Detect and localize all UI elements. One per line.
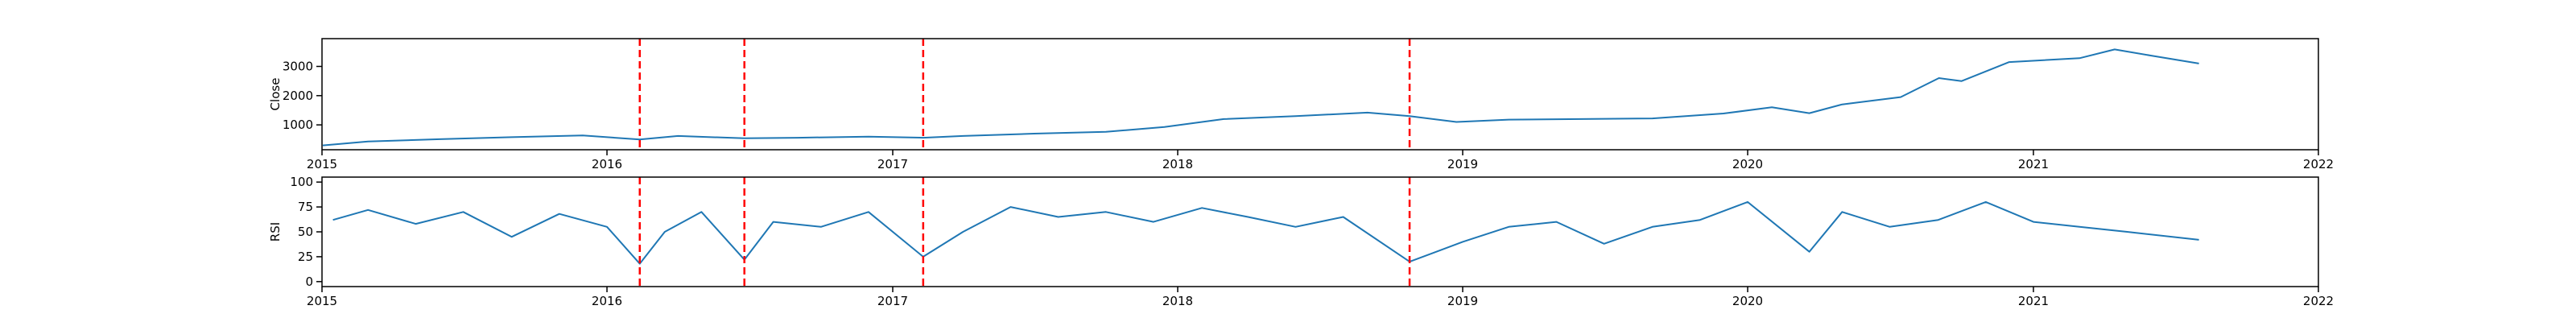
panel-1-xtick-label-2: 2016 xyxy=(592,157,622,171)
panel-2-ytick-label-4: 75 xyxy=(298,200,313,214)
panel-1-xtick-label-3: 2017 xyxy=(877,157,908,171)
panel-1-series-line-1 xyxy=(322,48,2199,147)
panel-1-ylabel: Close xyxy=(268,78,283,111)
panel-2-xtick-label-6: 2020 xyxy=(1732,294,1763,308)
panel-1-axes-frame xyxy=(321,38,2319,151)
panel-2-xtick-label-8: 2022 xyxy=(2303,294,2334,308)
panel-2-axes-frame xyxy=(321,176,2319,287)
panel-1-ytick-label-3: 3000 xyxy=(283,60,313,74)
panel-1-xtick-label-4: 2018 xyxy=(1162,157,1193,171)
panel-2-xtick-label-2: 2016 xyxy=(592,294,622,308)
panel-1-xtick-label-7: 2021 xyxy=(2018,157,2049,171)
panel-2-xtick-label-1: 2015 xyxy=(307,294,337,308)
panel-1-xtick-label-1: 2015 xyxy=(307,157,337,171)
panel-2-ytick-label-5: 100 xyxy=(290,175,313,189)
panel-2-ytick-label-1: 0 xyxy=(305,275,313,289)
panel-2-ylabel: RSI xyxy=(268,222,283,242)
panel-2-series-line-1 xyxy=(332,200,2199,265)
panel-1-ytick-label-2: 2000 xyxy=(283,89,313,103)
panel-1-xtick-label-5: 2019 xyxy=(1447,157,1478,171)
panel-1-xtick-label-8: 2022 xyxy=(2303,157,2334,171)
panel-1-xtick-label-6: 2020 xyxy=(1732,157,1763,171)
panel-2-xtick-label-3: 2017 xyxy=(877,294,908,308)
panel-2-ytick-label-2: 25 xyxy=(298,250,313,264)
panel-2-xtick-label-7: 2021 xyxy=(2018,294,2049,308)
panel-2-ytick-label-3: 50 xyxy=(298,225,313,239)
panel-2-xtick-label-5: 2019 xyxy=(1447,294,1478,308)
panel-1-ytick-label-1: 1000 xyxy=(283,118,313,132)
panel-2-xtick-label-4: 2018 xyxy=(1162,294,1193,308)
